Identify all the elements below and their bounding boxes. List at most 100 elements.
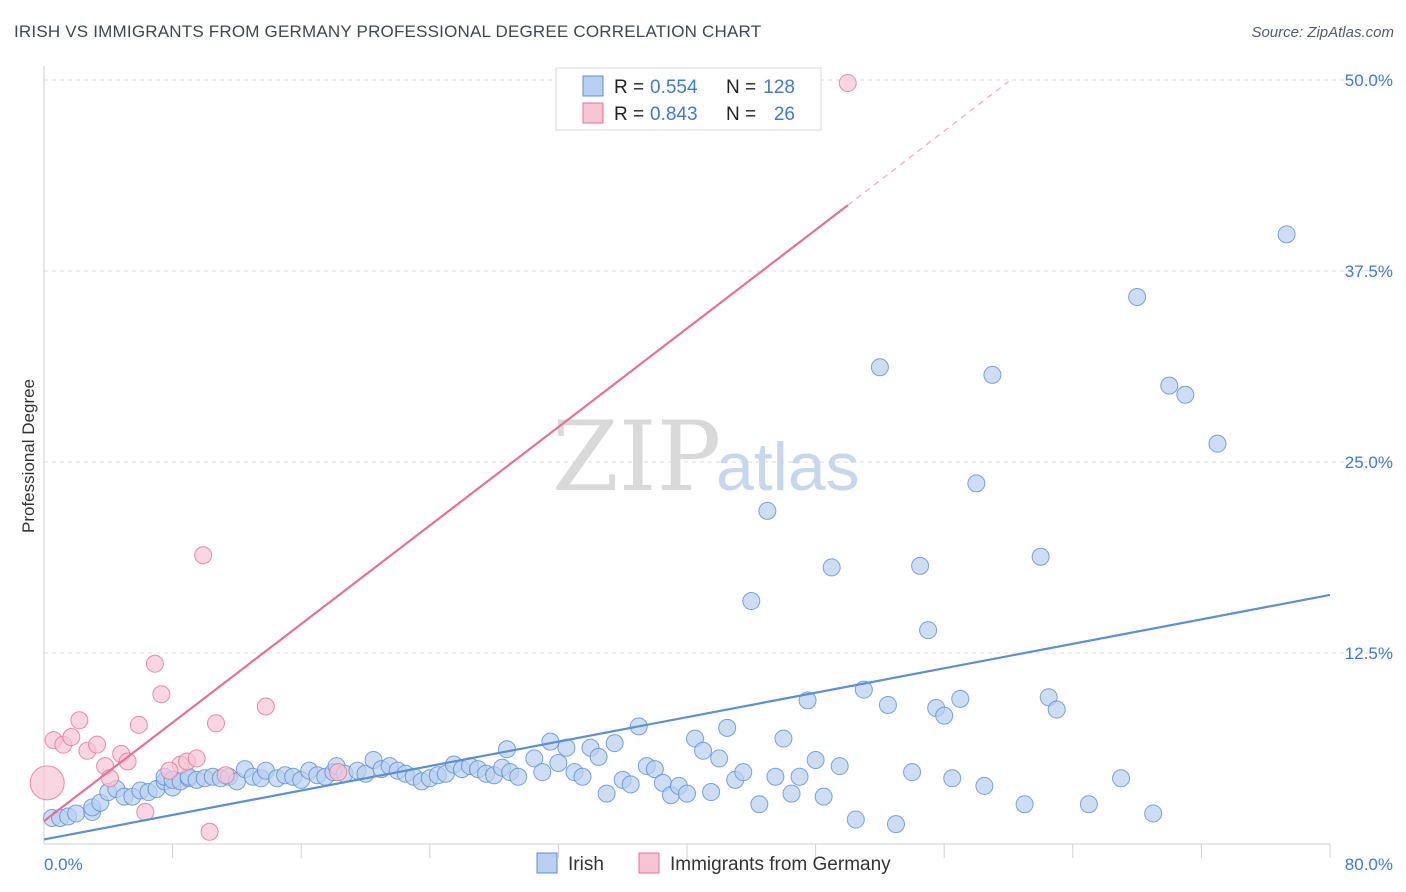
stats-legend-swatch-irish [582,75,604,97]
irish-point [886,815,905,834]
germany-point [194,546,213,565]
irish-point [943,769,962,788]
germany-trendline-extension [847,81,1009,206]
irish-point [766,767,785,786]
germany-point [160,761,179,780]
germany-point [207,714,226,733]
y-tick-label: 12.5% [1345,644,1393,663]
stats-r-label-germany: R = [614,104,644,125]
germany-point [118,752,137,771]
y-tick-label: 25.0% [1345,453,1393,472]
irish-point [1079,795,1098,814]
irish-point [1176,385,1195,404]
bottom-legend: Irish Immigrants from Germany [536,852,891,875]
irish-point [533,763,552,782]
germany-point [200,822,219,841]
watermark-atlas: atlas [716,429,860,505]
irish-point [951,689,970,708]
germany-point [329,763,348,782]
irish-point [645,760,664,779]
irish-point [1031,547,1050,566]
irish-point [790,767,809,786]
irish-point [1277,225,1296,244]
irish-point [782,784,801,803]
stats-legend-swatch-germany [582,102,604,124]
germany-point [152,685,171,704]
germany-point [145,654,164,673]
irish-point [702,783,721,802]
irish-point [758,501,777,520]
stats-r-label-irish: R = [614,77,644,98]
irish-point [1015,795,1034,814]
irish-point [1160,376,1179,395]
stats-n-label-germany: N = [726,104,756,125]
irish-point [935,706,954,725]
irish-point [1208,434,1227,453]
irish-point [1112,769,1131,788]
irish-point [694,741,713,760]
irish-point [605,734,624,753]
irish-point [734,763,753,782]
germany-point [29,765,65,801]
watermark: ZIP atlas [552,401,860,513]
irish-point [589,747,608,766]
irish-point [742,592,761,611]
stats-r-value-germany: 0.843 [650,104,698,125]
irish-point [903,763,922,782]
germany-point [838,74,857,93]
irish-point [870,358,889,377]
stats-n-value-germany: 26 [774,104,795,125]
irish-point [967,474,986,493]
stats-legend: R = 0.554 N = 128 R = 0.843 N = 26 [555,67,822,131]
irish-point [911,556,930,575]
germany-trendline [43,204,849,822]
irish-point [1047,700,1066,719]
irish-point [846,810,865,829]
irish-point [822,558,841,577]
irish-point [718,718,737,737]
irish-point [509,767,528,786]
germany-point [187,749,206,768]
y-tick-label: 37.5% [1345,262,1393,281]
irish-point [1144,804,1163,823]
legend-swatch-irish [536,852,558,874]
germany-point [129,715,148,734]
x-tick-label: 0.0% [44,855,83,874]
x-tick-label: 80.0% [1345,855,1393,874]
trend-layer [43,81,1331,841]
irish-point [67,804,86,823]
stats-r-value-irish: 0.554 [650,77,698,98]
germany-point [88,735,107,754]
irish-point [830,757,849,776]
watermark-zip: ZIP [552,401,721,513]
legend-label-irish: Irish [568,854,604,875]
irish-point [710,749,729,768]
irish-point [1128,287,1147,306]
irish-point [549,754,568,773]
germany-point [136,802,155,821]
irish-point [878,695,897,714]
chart-source: Source: ZipAtlas.com [1251,24,1394,41]
irish-point [597,784,616,803]
chart-title: IRISH VS IMMIGRANTS FROM GERMANY PROFESS… [14,22,762,41]
germany-point [62,728,81,747]
legend-swatch-germany [638,852,660,874]
stats-n-value-irish: 128 [763,77,795,98]
irish-point [750,795,769,814]
irish-point [678,784,696,803]
legend-label-germany: Immigrants from Germany [670,854,891,875]
irish-point [774,729,793,748]
irish-point [806,750,825,769]
grid-layer [44,79,1390,654]
irish-point [525,749,544,768]
germany-point [256,697,275,716]
germany-point [100,769,119,788]
irish-point [975,776,994,795]
irish-trendline [43,593,1331,841]
y-tick-label: 50.0% [1345,71,1393,90]
irish-point [814,787,833,806]
germany-point [216,766,235,785]
irish-point [621,775,640,794]
stats-n-label-irish: N = [726,77,756,98]
